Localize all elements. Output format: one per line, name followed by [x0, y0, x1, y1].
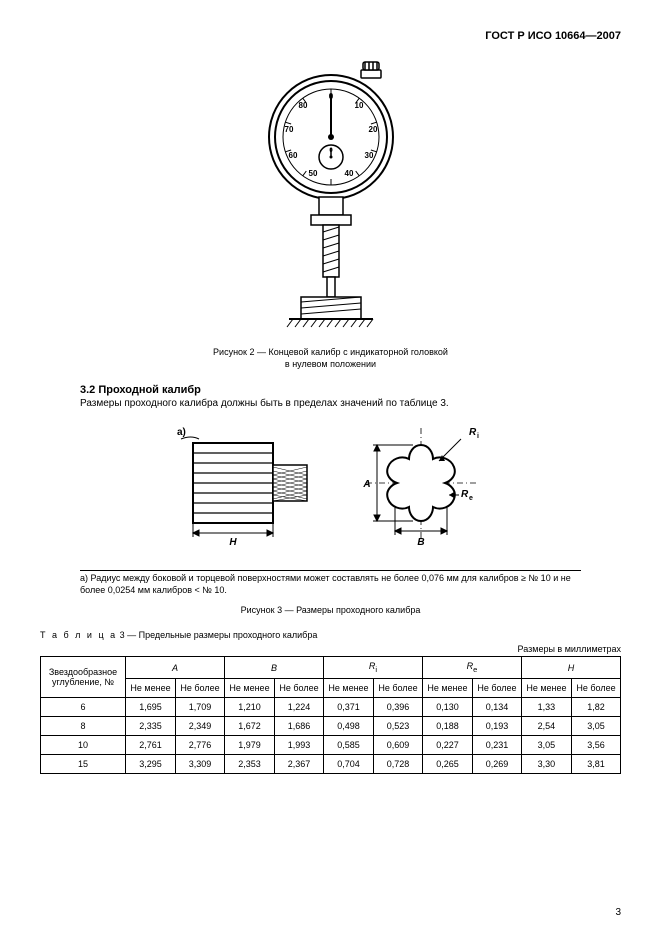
- table-row: 6 1,6951,709 1,2101,224 0,3710,396 0,130…: [41, 698, 621, 717]
- svg-text:A: A: [362, 479, 370, 490]
- svg-text:50: 50: [308, 169, 317, 178]
- svg-text:R: R: [461, 489, 469, 500]
- figure-3: a): [40, 415, 621, 560]
- standard-header: ГОСТ Р ИСО 10664—2007: [40, 30, 621, 42]
- svg-text:80: 80: [298, 101, 307, 110]
- footnote-rule: [80, 570, 581, 571]
- dial-indicator-svg: 0 10 20 30 40 50 60 70 80 0: [211, 52, 451, 332]
- figure-3-caption: Рисунок 3 — Размеры проходного калибра: [40, 605, 621, 617]
- section-3-2-heading: 3.2 Проходной калибр: [80, 384, 621, 396]
- table-title-prefix: Т а б л и ц а: [40, 630, 117, 640]
- fig2-caption-line2: в нулевом положении: [285, 359, 376, 369]
- go-gauge-svg: a): [121, 415, 541, 555]
- subheader-row: Не менееНе более Не менееНе более Не мен…: [41, 679, 621, 698]
- svg-text:H: H: [229, 537, 237, 548]
- svg-text:e: e: [469, 495, 473, 502]
- col-A: A: [126, 657, 225, 679]
- page-number: 3: [615, 907, 621, 918]
- col-Ri: Ri: [323, 657, 422, 679]
- fig3-label-a: a): [177, 427, 186, 438]
- table-row: 10 2,7612,776 1,9791,993 0,5850,609 0,22…: [41, 736, 621, 755]
- figure-2-caption: Рисунок 2 — Концевой калибр с индикаторн…: [40, 347, 621, 370]
- col-Re: Re: [422, 657, 521, 679]
- figure-3-footnote: a) Радиус между боковой и торцевой повер…: [80, 573, 581, 596]
- svg-text:70: 70: [284, 125, 293, 134]
- table-3-units: Размеры в миллиметрах: [40, 644, 621, 654]
- svg-text:B: B: [417, 537, 424, 548]
- figure-2: 0 10 20 30 40 50 60 70 80 0: [40, 52, 621, 337]
- table-title-rest: 3 — Предельные размеры проходного калибр…: [117, 630, 317, 640]
- table-3-body: 6 1,6951,709 1,2101,224 0,3710,396 0,130…: [41, 698, 621, 774]
- table-3: Звездообразное углубление, № A B Ri Re H…: [40, 656, 621, 774]
- table-row: 8 2,3352,349 1,6721,686 0,4980,523 0,188…: [41, 717, 621, 736]
- svg-text:i: i: [477, 433, 479, 440]
- table-row: 15 3,2953,309 2,3532,367 0,7040,728 0,26…: [41, 755, 621, 774]
- svg-text:20: 20: [368, 125, 377, 134]
- svg-text:60: 60: [288, 151, 297, 160]
- fig2-caption-line1: Рисунок 2 — Концевой калибр с индикаторн…: [213, 347, 448, 357]
- col-B: B: [224, 657, 323, 679]
- table-3-title: Т а б л и ц а 3 — Предельные размеры про…: [40, 630, 621, 640]
- section-3-2-text: Размеры проходного калибра должны быть в…: [80, 398, 621, 409]
- svg-text:30: 30: [364, 151, 373, 160]
- col-H: H: [521, 657, 620, 679]
- col-recess-header: Звездообразное углубление, №: [41, 657, 126, 698]
- svg-text:R: R: [469, 427, 477, 438]
- svg-text:40: 40: [344, 169, 353, 178]
